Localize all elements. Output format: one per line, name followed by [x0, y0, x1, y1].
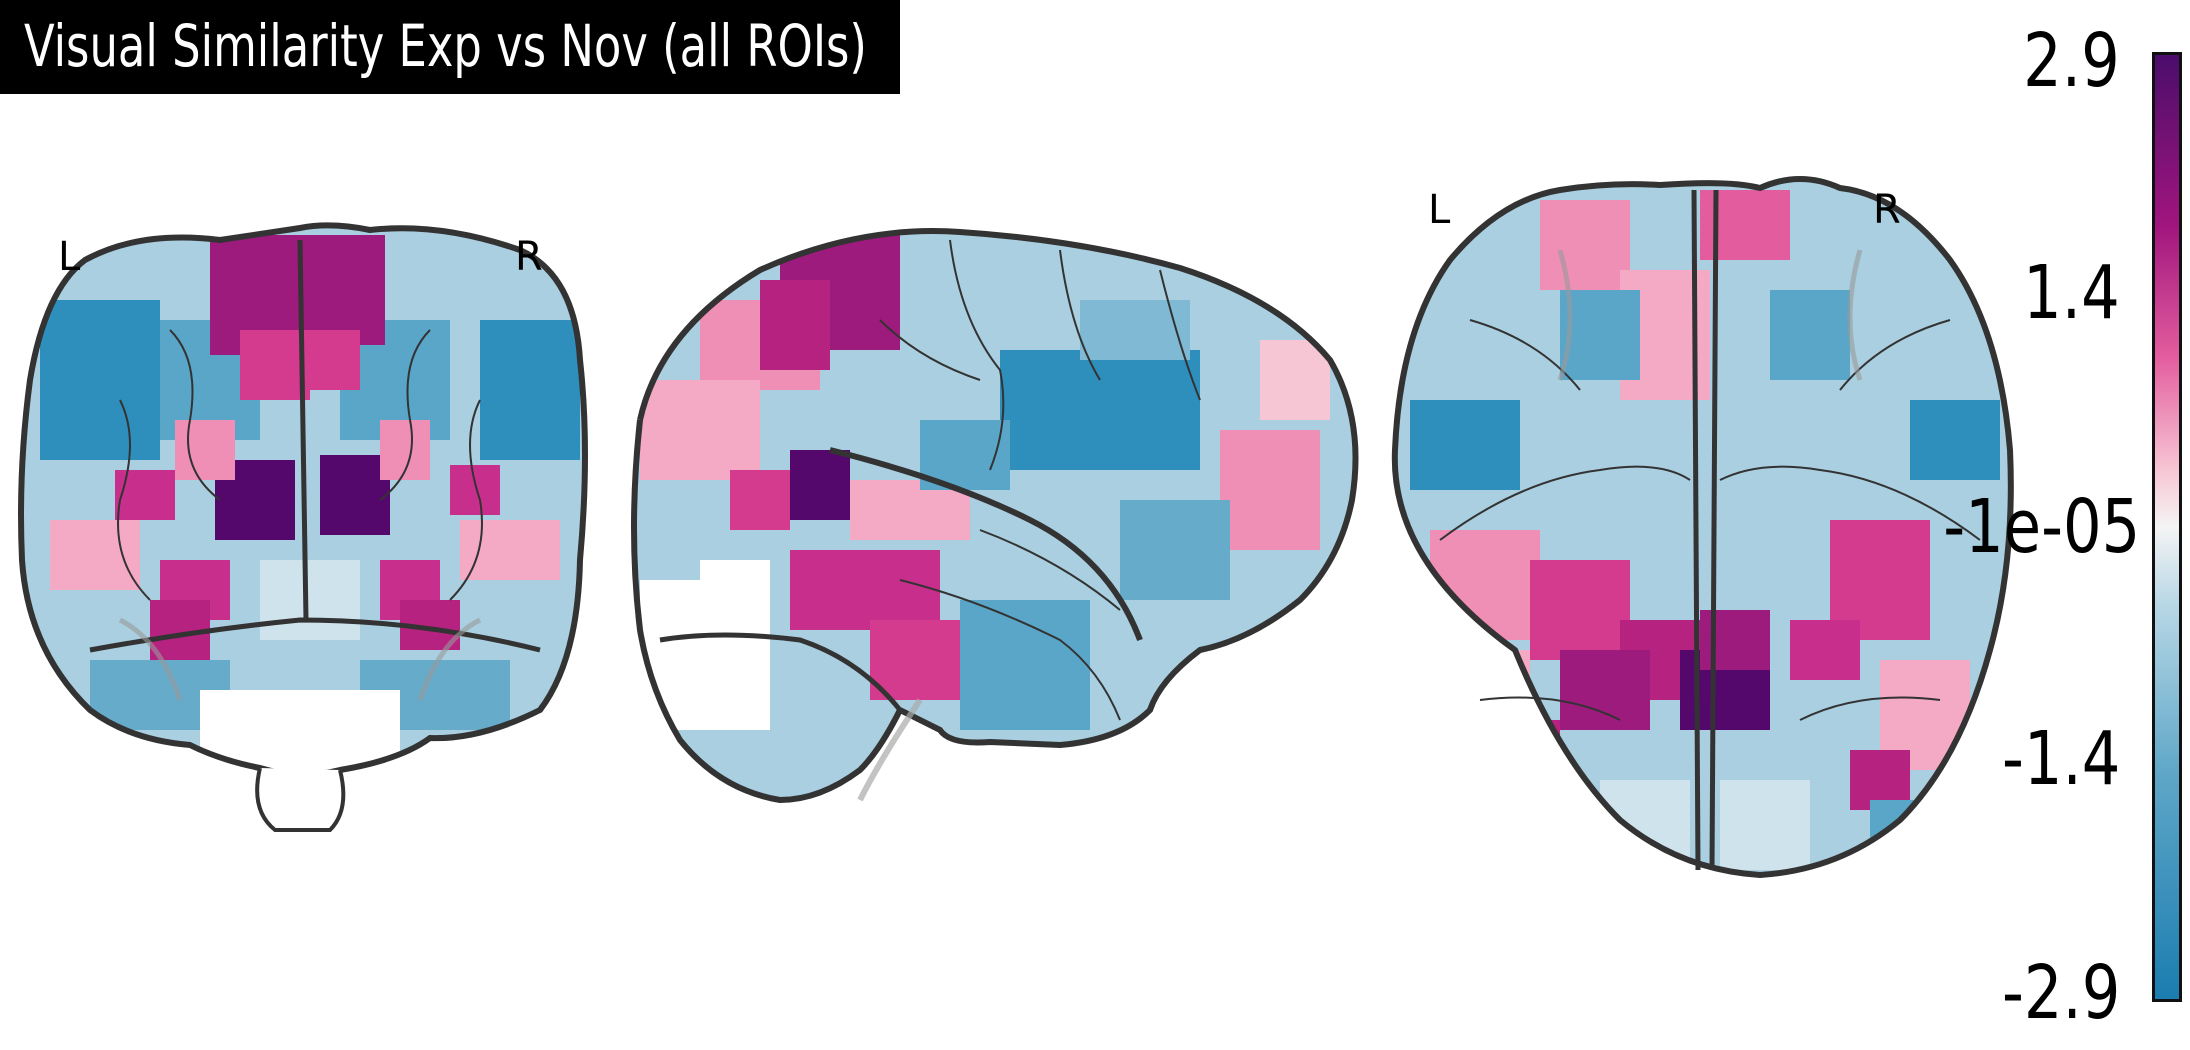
- sagittal-activation-map: [634, 231, 1356, 801]
- colorbar-tick-high: 1.4: [2023, 250, 2120, 336]
- axial-right-label: R: [1873, 187, 1901, 233]
- colorbar: [2152, 52, 2182, 1002]
- figure-title-text: Visual Similarity Exp vs Nov (all ROIs): [24, 12, 867, 80]
- coronal-left-label: L: [58, 234, 81, 280]
- axial-left-label: L: [1428, 187, 1451, 233]
- coronal-activation-map: [21, 225, 585, 775]
- colorbar-tick-max: 2.9: [2023, 18, 2120, 104]
- colorbar-tick-min: -2.9: [2001, 950, 2120, 1036]
- coronal-view: [18, 222, 588, 832]
- colorbar-tick-center: -1e-05: [1943, 484, 2140, 570]
- sagittal-view: [631, 228, 1359, 804]
- axial-activation-map: [1394, 179, 2011, 875]
- colorbar-tick-low: -1.4: [2001, 716, 2120, 802]
- axial-view: [1391, 176, 2014, 879]
- coronal-right-label: R: [515, 234, 543, 280]
- figure-title: Visual Similarity Exp vs Nov (all ROIs): [0, 0, 900, 94]
